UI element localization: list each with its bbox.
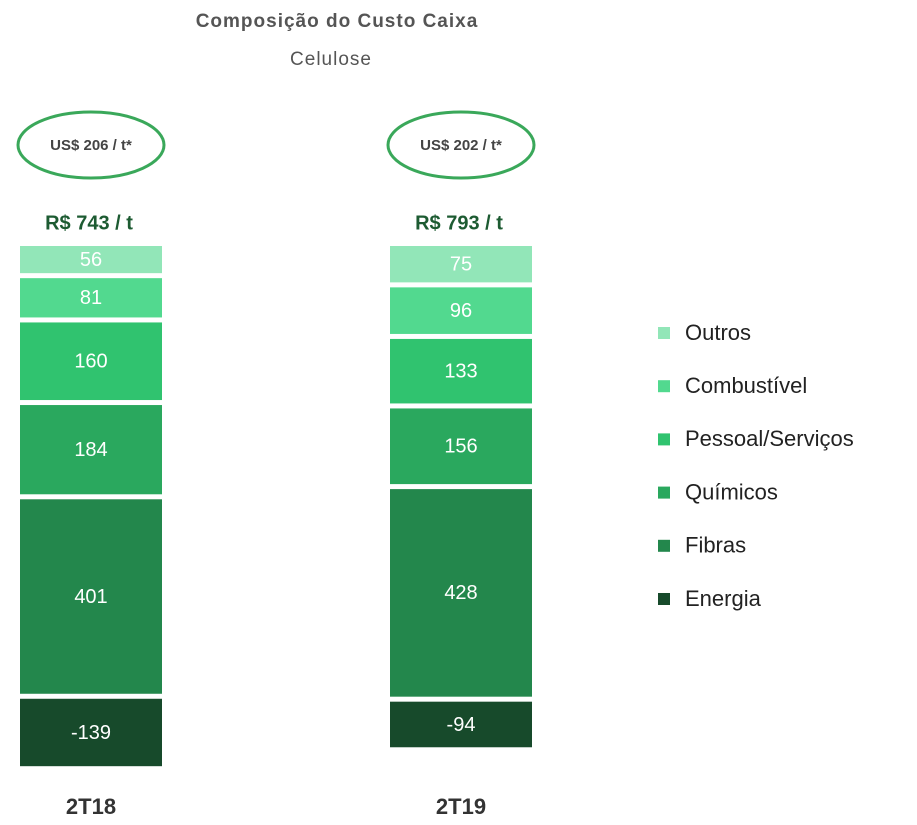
value-label: 428: [444, 582, 477, 604]
value-label: -139: [71, 722, 111, 744]
value-label: -94: [447, 714, 476, 736]
usd-label: US$ 202 / t*: [420, 137, 502, 154]
bar-segment: [390, 287, 532, 334]
bar-segment: [20, 278, 162, 318]
legend-swatch: [658, 380, 670, 393]
bar-segment: [20, 322, 162, 401]
value-label: 81: [80, 287, 102, 309]
bar-segment: [20, 405, 162, 495]
bar-segment: [390, 246, 532, 283]
legend-label: Fibras: [685, 533, 746, 558]
bar-segment: [390, 408, 532, 485]
legend-swatch: [658, 327, 670, 339]
legend-swatch: [658, 486, 670, 499]
legend-label: Outros: [685, 320, 751, 345]
total-label: R$ 743 / t: [45, 212, 133, 234]
legend-swatch: [658, 539, 670, 552]
x-tick-label: 2T19: [436, 794, 486, 819]
bar-segment: [20, 698, 162, 767]
value-label: 96: [450, 300, 472, 322]
usd-label: US$ 206 / t*: [50, 137, 132, 154]
value-label: 156: [444, 436, 477, 458]
value-label: 401: [74, 586, 107, 608]
bar-segment: [20, 246, 162, 274]
bar-segment: [390, 701, 532, 748]
legend-label: Energia: [685, 586, 762, 611]
value-label: 56: [80, 249, 102, 271]
value-label: 160: [74, 351, 107, 373]
bar-segment: [390, 489, 532, 697]
bar-segment: [390, 338, 532, 404]
total-label: R$ 793 / t: [415, 212, 503, 234]
chart-title: Composição do Custo Caixa: [196, 11, 479, 32]
legend-swatch: [658, 433, 670, 446]
chart-subtitle: Celulose: [290, 49, 372, 70]
legend-label: Pessoal/Serviços: [685, 426, 854, 451]
legend-label: Combustível: [685, 373, 807, 398]
value-label: 133: [444, 360, 477, 382]
legend-swatch: [658, 593, 670, 605]
annotation-ring: [386, 110, 536, 180]
bar-segment: [20, 499, 162, 694]
legend-label: Químicos: [685, 479, 778, 504]
value-label: 184: [74, 439, 107, 461]
annotation-ring: [16, 110, 166, 180]
x-tick-label: 2T18: [66, 794, 116, 819]
value-label: 75: [450, 253, 472, 275]
